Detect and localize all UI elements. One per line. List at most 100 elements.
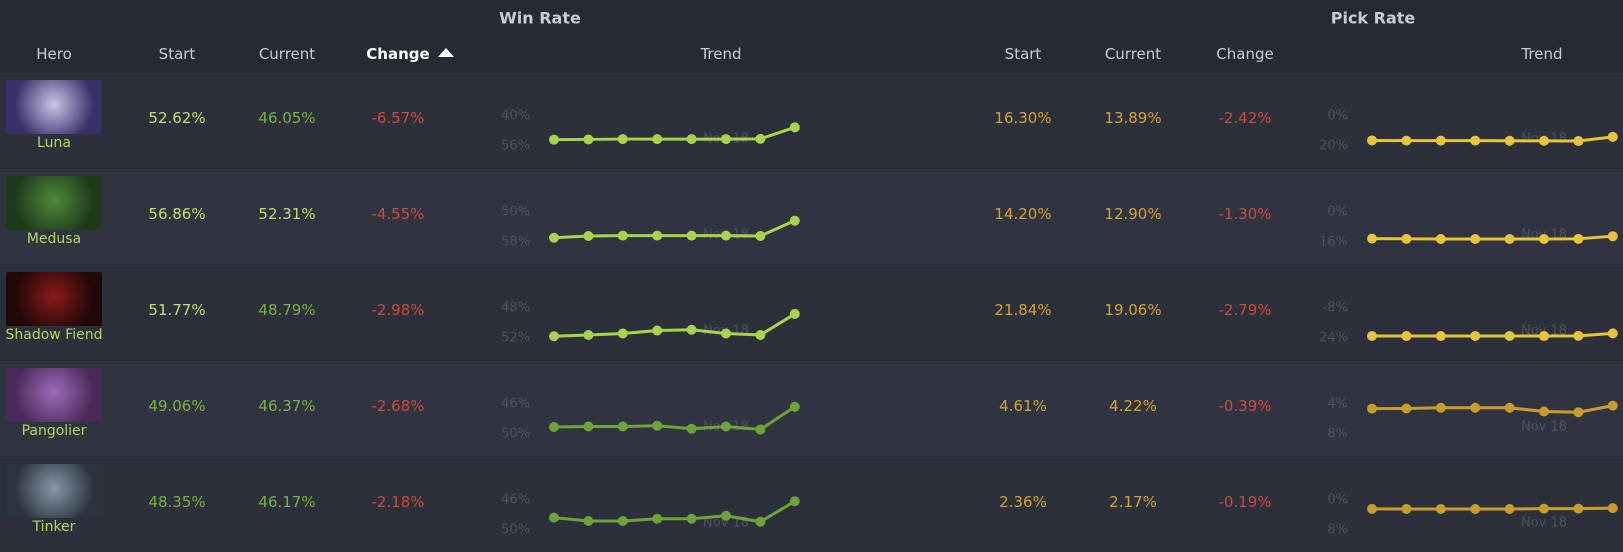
trend-line [553,125,796,142]
hero-name: Pangolier [21,423,87,439]
trend-point [721,134,731,145]
column-header[interactable]: Start [158,45,196,63]
cell: -0.19% [1218,493,1272,511]
cell: 46.05% [258,109,316,127]
trend-point [1504,402,1515,413]
trend-point [1367,403,1377,414]
column-header[interactable]: Current [258,45,316,63]
trend-point [686,423,697,434]
hero-name: Luna [37,135,71,151]
column-header[interactable]: Start [1004,45,1042,63]
trend-point [1401,135,1412,146]
trend-point [583,134,594,145]
trend-point [1435,402,1446,413]
trend-point [1573,503,1584,514]
trend-point [1607,231,1618,242]
x-tick-label: Nov 18 [1521,420,1567,435]
trend-point [652,134,663,145]
y-tick-label: 46% [501,493,530,508]
cell: -4.55% [371,205,425,223]
trend-point [1607,400,1618,411]
trend-point [1401,403,1412,414]
trend-point [1607,503,1618,514]
y-tick-label: 58% [501,235,530,250]
trend-point [549,232,559,243]
cell: 14.20% [994,205,1052,223]
trend-point [721,421,731,432]
cell: 48.35% [148,493,206,511]
y-tick-label: 50% [501,427,530,442]
trend-point [755,231,766,241]
trend-point [1504,504,1515,514]
trend-point [755,424,766,435]
trend-point [583,516,594,526]
cell: 52.62% [148,109,206,127]
y-tick-label: 24% [1319,331,1348,346]
trend-point [617,134,628,145]
cell: 49.06% [148,397,206,415]
trend-point [1539,135,1549,146]
row-background [0,360,1623,456]
trend-point [1607,328,1618,339]
trend-point [721,230,731,241]
trend-point [617,421,628,432]
trend-point [1367,135,1377,146]
trend-point [721,328,731,339]
trend-point [1470,330,1481,341]
trend-point [1470,234,1481,244]
y-tick-label: 52% [501,331,530,346]
trend-point [1539,331,1549,342]
y-tick-label: 46% [501,397,530,412]
cell: 16.30% [994,109,1052,127]
trend-point [789,308,800,319]
y-tick-label: 48% [501,301,530,316]
trend-point [583,330,594,340]
trend-point [686,513,697,524]
hero-portrait [6,176,102,230]
cell: 56.86% [148,205,206,223]
y-tick-label: 8% [1327,523,1348,538]
trend-point [686,324,697,335]
trend-point [652,513,663,524]
y-tick-label: 16% [1319,235,1348,250]
trend-point [789,401,800,412]
cell: -0.39% [1218,397,1272,415]
hero-name: Tinker [32,519,76,535]
cell: -1.30% [1218,205,1272,223]
column-header: Trend [1521,45,1563,63]
row-background [0,264,1623,360]
cell: -2.18% [371,493,425,511]
trend-point [1573,407,1584,418]
trend-line [1371,135,1613,143]
y-tick-label: 20% [1319,139,1348,154]
trend-point [652,230,663,241]
y-tick-label: 50% [501,523,530,538]
y-tick-label: -8% [1323,301,1348,316]
hero-name: Shadow Fiend [5,327,103,343]
trend-point [1435,135,1446,146]
trend-point [1504,234,1515,244]
row-background [0,168,1623,264]
hero-name: Medusa [26,231,82,247]
trend-point [1367,233,1377,244]
cell: 2.17% [1109,493,1157,511]
cell: 51.77% [148,301,206,319]
trend-line [553,499,796,524]
trend-point [789,496,800,507]
cell: 46.37% [258,397,316,415]
cell: -2.42% [1218,109,1272,127]
column-header[interactable]: Change [1216,45,1274,63]
y-tick-label: 50% [501,205,530,220]
y-tick-label: 4% [1327,397,1348,412]
hero-portrait [6,368,102,422]
trend-point [583,231,594,241]
group-header: Win Rate [499,8,581,28]
trend-point [755,516,766,527]
column-header[interactable]: Current [1104,45,1162,63]
sort-arrow [438,48,454,57]
trend-line [1371,331,1613,338]
trend-point [789,122,800,133]
column-header[interactable]: Change [366,45,430,63]
x-tick-label: Nov 18 [1521,516,1567,531]
column-header[interactable]: Hero [36,45,72,63]
